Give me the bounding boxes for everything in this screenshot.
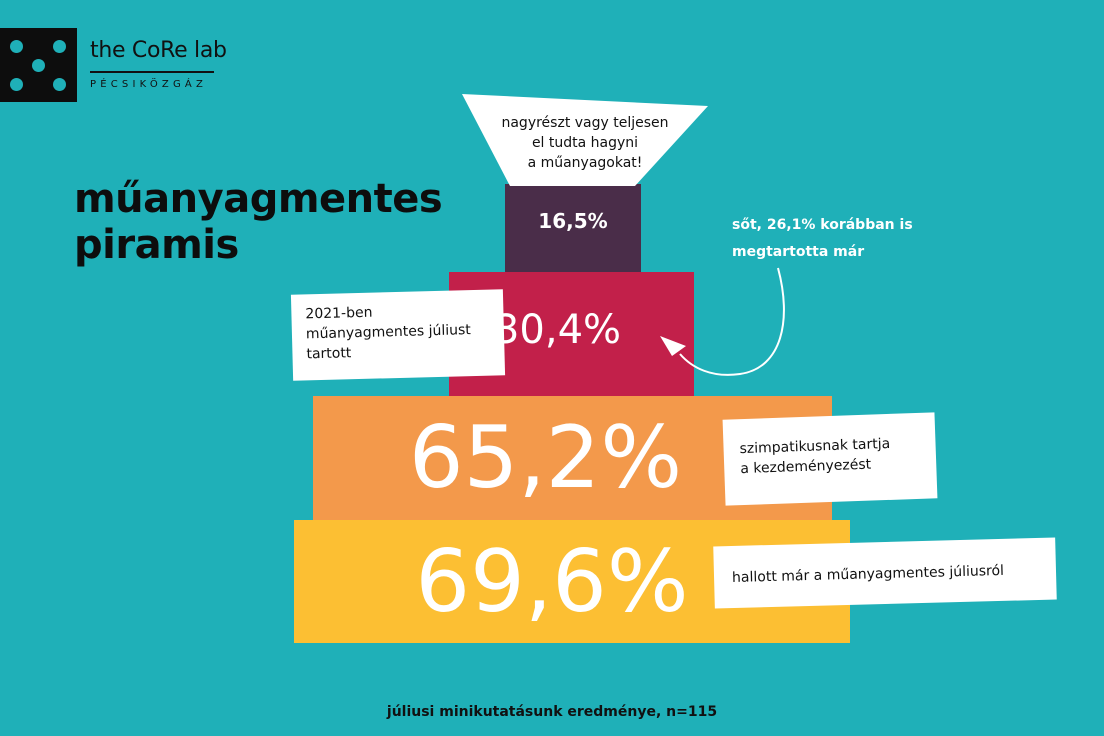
logo-dot [10,78,23,91]
note-line-2: megtartotta már [732,244,865,260]
tier-4-label-line: hallott már a műanyagmentes júliusról [731,562,1005,587]
tier-1-callout: nagyrészt vagy teljesen el tudta hagyni … [460,113,710,173]
brand-name: the CoRe lab [90,38,227,63]
tier-2-value: 30,4% [493,307,622,353]
page-title: műanyagmentes piramis [74,176,443,268]
tier-2-callout: 2021-ben műanyagmentes júliust tartott [290,289,506,381]
tier-4-value: 69,6% [415,531,689,632]
title-line-2: piramis [74,222,239,268]
logo-dot [53,40,66,53]
tier-2-label-line: tartott [306,345,352,363]
logo-mark [0,28,77,102]
tier-1-value: 16,5% [538,209,608,233]
tier-3-callout: szimpatikusnak tartja a kezdeményezést [722,412,938,506]
annotation-arrow [660,267,785,376]
logo-dot [32,59,45,72]
title-line-1: műanyagmentes [74,176,443,222]
tier-1-callout-shape [462,94,708,186]
note-line-1: sőt, 26,1% korábban is [732,217,913,233]
logo-dot [10,40,23,53]
tier-3-value: 65,2% [408,408,683,508]
tier-1-label-line: el tudta hagyni [531,135,639,151]
tier-1-bar: 16,5% [505,184,641,272]
tier-4-bar: 69,6% [294,520,850,643]
annotation-note: sőt, 26,1% korábban is megtartotta már [732,212,913,266]
brand-divider [90,71,214,73]
tier-1-label-line: nagyrészt vagy teljesen [501,115,669,131]
footer-note: júliusi minikutatásunk eredménye, n=115 [386,704,718,720]
tier-4-callout: hallott már a műanyagmentes júliusról [713,537,1057,609]
brand-subtitle: PÉCSIKÖZGÁZ [90,79,208,90]
logo-dot [53,78,66,91]
tier-1-label-line: a műanyagokat! [527,155,643,171]
